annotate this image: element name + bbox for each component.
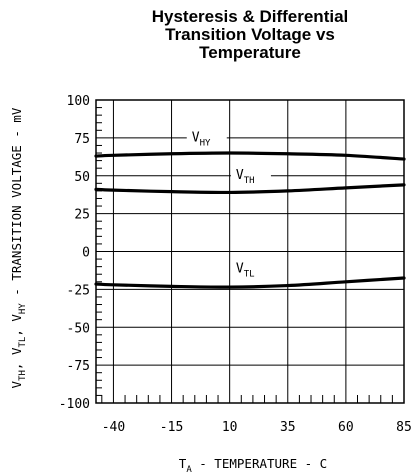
y-tick-label-4: 0 <box>82 246 90 261</box>
y-tick-label-7: -75 <box>67 359 90 374</box>
series-label-tl: VTL <box>236 262 255 280</box>
x-tick-label-3: 35 <box>280 420 296 435</box>
series-line-tl <box>94 276 406 289</box>
chart-title-line-3: Temperature <box>199 43 301 62</box>
x-tick-label-1: -15 <box>160 420 183 435</box>
series-line-hy <box>94 151 406 161</box>
chart-title-line-2: Transition Voltage vs <box>165 25 335 44</box>
x-axis-label-text: - TEMPERATURE - C <box>192 456 327 471</box>
x-axis-label-subscript: A <box>186 465 192 475</box>
series-label-background <box>186 129 227 147</box>
x-tick-label-0: -40 <box>102 420 125 435</box>
series-line-th <box>94 183 406 195</box>
grid-lines <box>96 99 405 404</box>
y-tick-labels: 100 75 50 25 0 -25 -50 -75 -100 <box>59 94 90 412</box>
series-lines <box>94 151 406 289</box>
y-tick-label-6: -50 <box>67 321 90 336</box>
series-label-th: VTH <box>236 168 255 186</box>
y-tick-label-2: 50 <box>74 170 90 185</box>
x-axis-label-symbol: T <box>179 456 187 471</box>
y-tick-label-3: 25 <box>74 208 90 223</box>
x-tick-label-2: 10 <box>222 420 238 435</box>
x-tick-label-5: 85 <box>396 420 412 435</box>
y-tick-label-8: -100 <box>59 397 90 412</box>
series-labels: VHY VTH VTL <box>186 129 271 280</box>
chart-title: Hysteresis & Differential Transition Vol… <box>152 7 349 62</box>
y-tick-label-5: -25 <box>67 283 90 298</box>
x-axis-label: TA - TEMPERATURE - C <box>179 456 327 475</box>
y-axis-label: VTH, VTL, VHY - TRANSITION VOLTAGE - mV <box>9 107 28 388</box>
series-label-background <box>230 260 271 278</box>
chart-title-line-1: Hysteresis & Differential <box>152 7 349 26</box>
y-tick-label-0: 100 <box>67 94 90 109</box>
x-tick-labels: -40 -15 10 35 60 85 <box>102 420 412 435</box>
x-tick-label-4: 60 <box>338 420 354 435</box>
series-label-background <box>230 166 271 184</box>
series-label-hy: VHY <box>192 130 211 148</box>
plot-frame <box>95 99 405 404</box>
y-tick-label-1: 75 <box>74 132 90 147</box>
